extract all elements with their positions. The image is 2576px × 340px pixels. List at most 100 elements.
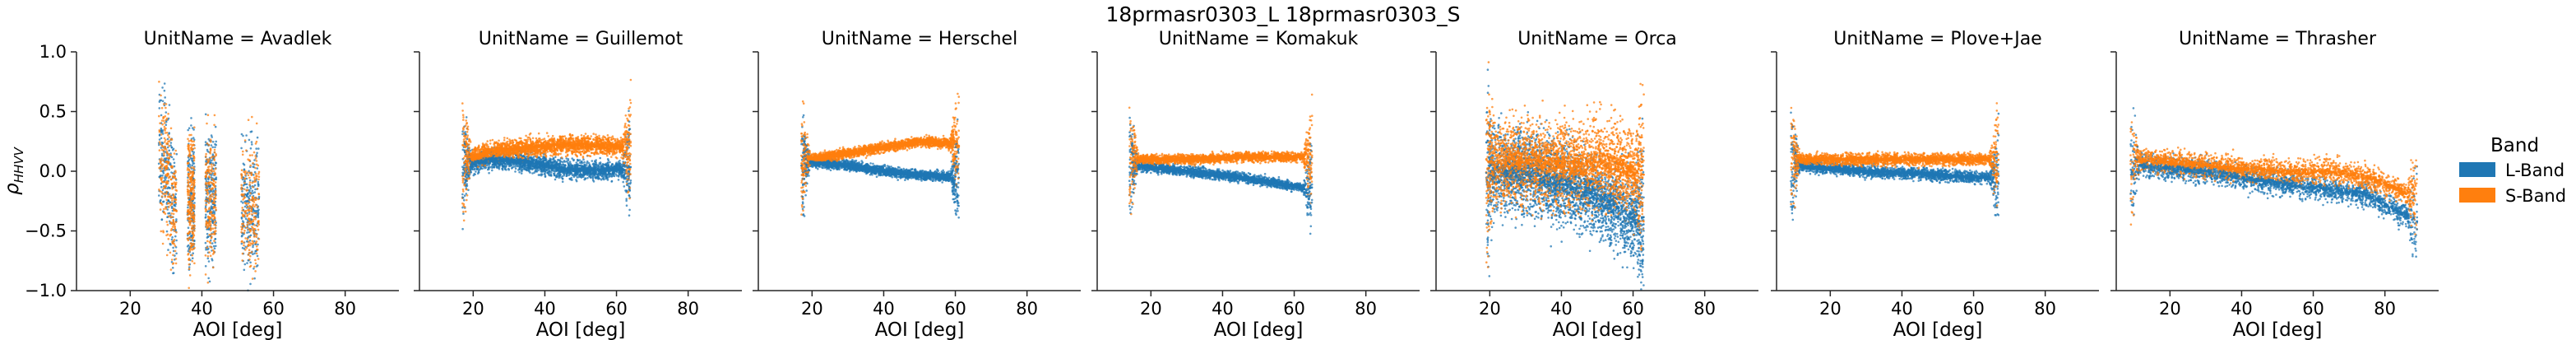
data-point	[168, 144, 170, 147]
data-point	[186, 190, 189, 193]
data-point	[243, 197, 246, 199]
data-point	[167, 215, 170, 218]
data-point	[542, 156, 544, 160]
data-point	[174, 227, 177, 231]
data-point	[164, 119, 168, 121]
data-point	[589, 172, 591, 175]
data-point	[576, 165, 579, 167]
data-point	[254, 262, 257, 265]
data-point	[188, 172, 190, 175]
data-point	[168, 175, 171, 179]
data-point	[514, 167, 517, 170]
data-point	[461, 181, 465, 184]
data-point	[215, 245, 217, 248]
data-point	[211, 258, 213, 260]
data-point	[247, 158, 249, 161]
data-point	[255, 233, 258, 236]
data-point	[533, 171, 535, 174]
data-point	[466, 194, 469, 197]
data-point	[215, 208, 218, 212]
data-point	[193, 179, 196, 181]
y-axis-label-main: ρ	[2, 183, 23, 195]
data-point	[188, 231, 191, 235]
data-point	[168, 136, 170, 138]
data-point	[498, 167, 501, 170]
data-point	[558, 173, 560, 175]
data-point	[241, 259, 244, 262]
data-point	[462, 190, 465, 193]
data-point	[461, 227, 464, 231]
data-point	[468, 143, 470, 146]
data-point	[160, 106, 164, 109]
data-point	[165, 198, 168, 202]
data-point	[190, 117, 192, 119]
data-point	[167, 238, 170, 240]
y-axis-label-sub: HHVV	[12, 146, 26, 183]
data-point	[169, 127, 173, 130]
data-point	[605, 163, 608, 166]
data-point	[166, 223, 169, 226]
data-point	[214, 167, 217, 170]
data-point	[163, 151, 165, 155]
data-point	[461, 114, 465, 116]
data-point	[249, 164, 253, 167]
data-point	[191, 215, 194, 218]
data-point	[541, 173, 544, 175]
data-point	[163, 154, 165, 156]
data-point	[561, 180, 564, 183]
data-point	[206, 193, 209, 196]
data-point	[257, 183, 260, 185]
data-point	[169, 268, 173, 271]
data-point	[209, 245, 211, 248]
data-point	[256, 167, 259, 170]
data-point	[175, 252, 178, 255]
data-point	[553, 172, 556, 175]
data-point	[590, 135, 592, 137]
data-point	[595, 173, 597, 175]
data-point	[207, 210, 210, 212]
data-point	[253, 198, 257, 202]
data-point	[243, 193, 245, 196]
data-point	[251, 181, 254, 184]
data-point	[246, 206, 249, 208]
data-point	[628, 109, 630, 113]
data-point	[192, 218, 196, 221]
data-point	[158, 129, 161, 132]
data-point	[565, 173, 568, 176]
data-point	[174, 245, 177, 247]
data-point	[245, 149, 248, 151]
data-point	[160, 114, 163, 117]
data-point	[549, 174, 553, 177]
data-point	[174, 258, 178, 260]
data-point	[551, 155, 554, 157]
data-point	[593, 165, 595, 168]
data-point	[256, 205, 259, 208]
data-point	[165, 230, 169, 233]
data-point	[211, 266, 215, 269]
data-point	[193, 205, 196, 208]
data-point	[249, 187, 253, 190]
data-point	[245, 134, 248, 137]
data-point	[243, 210, 246, 212]
data-point	[257, 178, 260, 181]
data-point	[167, 113, 169, 115]
data-point	[497, 165, 500, 167]
data-point	[192, 140, 195, 143]
data-point	[162, 159, 164, 161]
data-point	[241, 222, 243, 226]
data-point	[174, 201, 177, 204]
data-point	[192, 159, 196, 162]
data-point	[243, 182, 246, 184]
data-point	[170, 146, 174, 149]
data-point	[175, 181, 178, 184]
data-point	[192, 220, 195, 223]
data-point	[193, 230, 196, 232]
data-point	[160, 170, 162, 172]
data-point	[538, 137, 541, 140]
data-point	[193, 126, 196, 128]
data-point	[244, 174, 247, 176]
data-point	[501, 164, 504, 166]
data-point	[498, 154, 500, 157]
data-point	[629, 153, 632, 156]
data-point	[190, 201, 193, 204]
